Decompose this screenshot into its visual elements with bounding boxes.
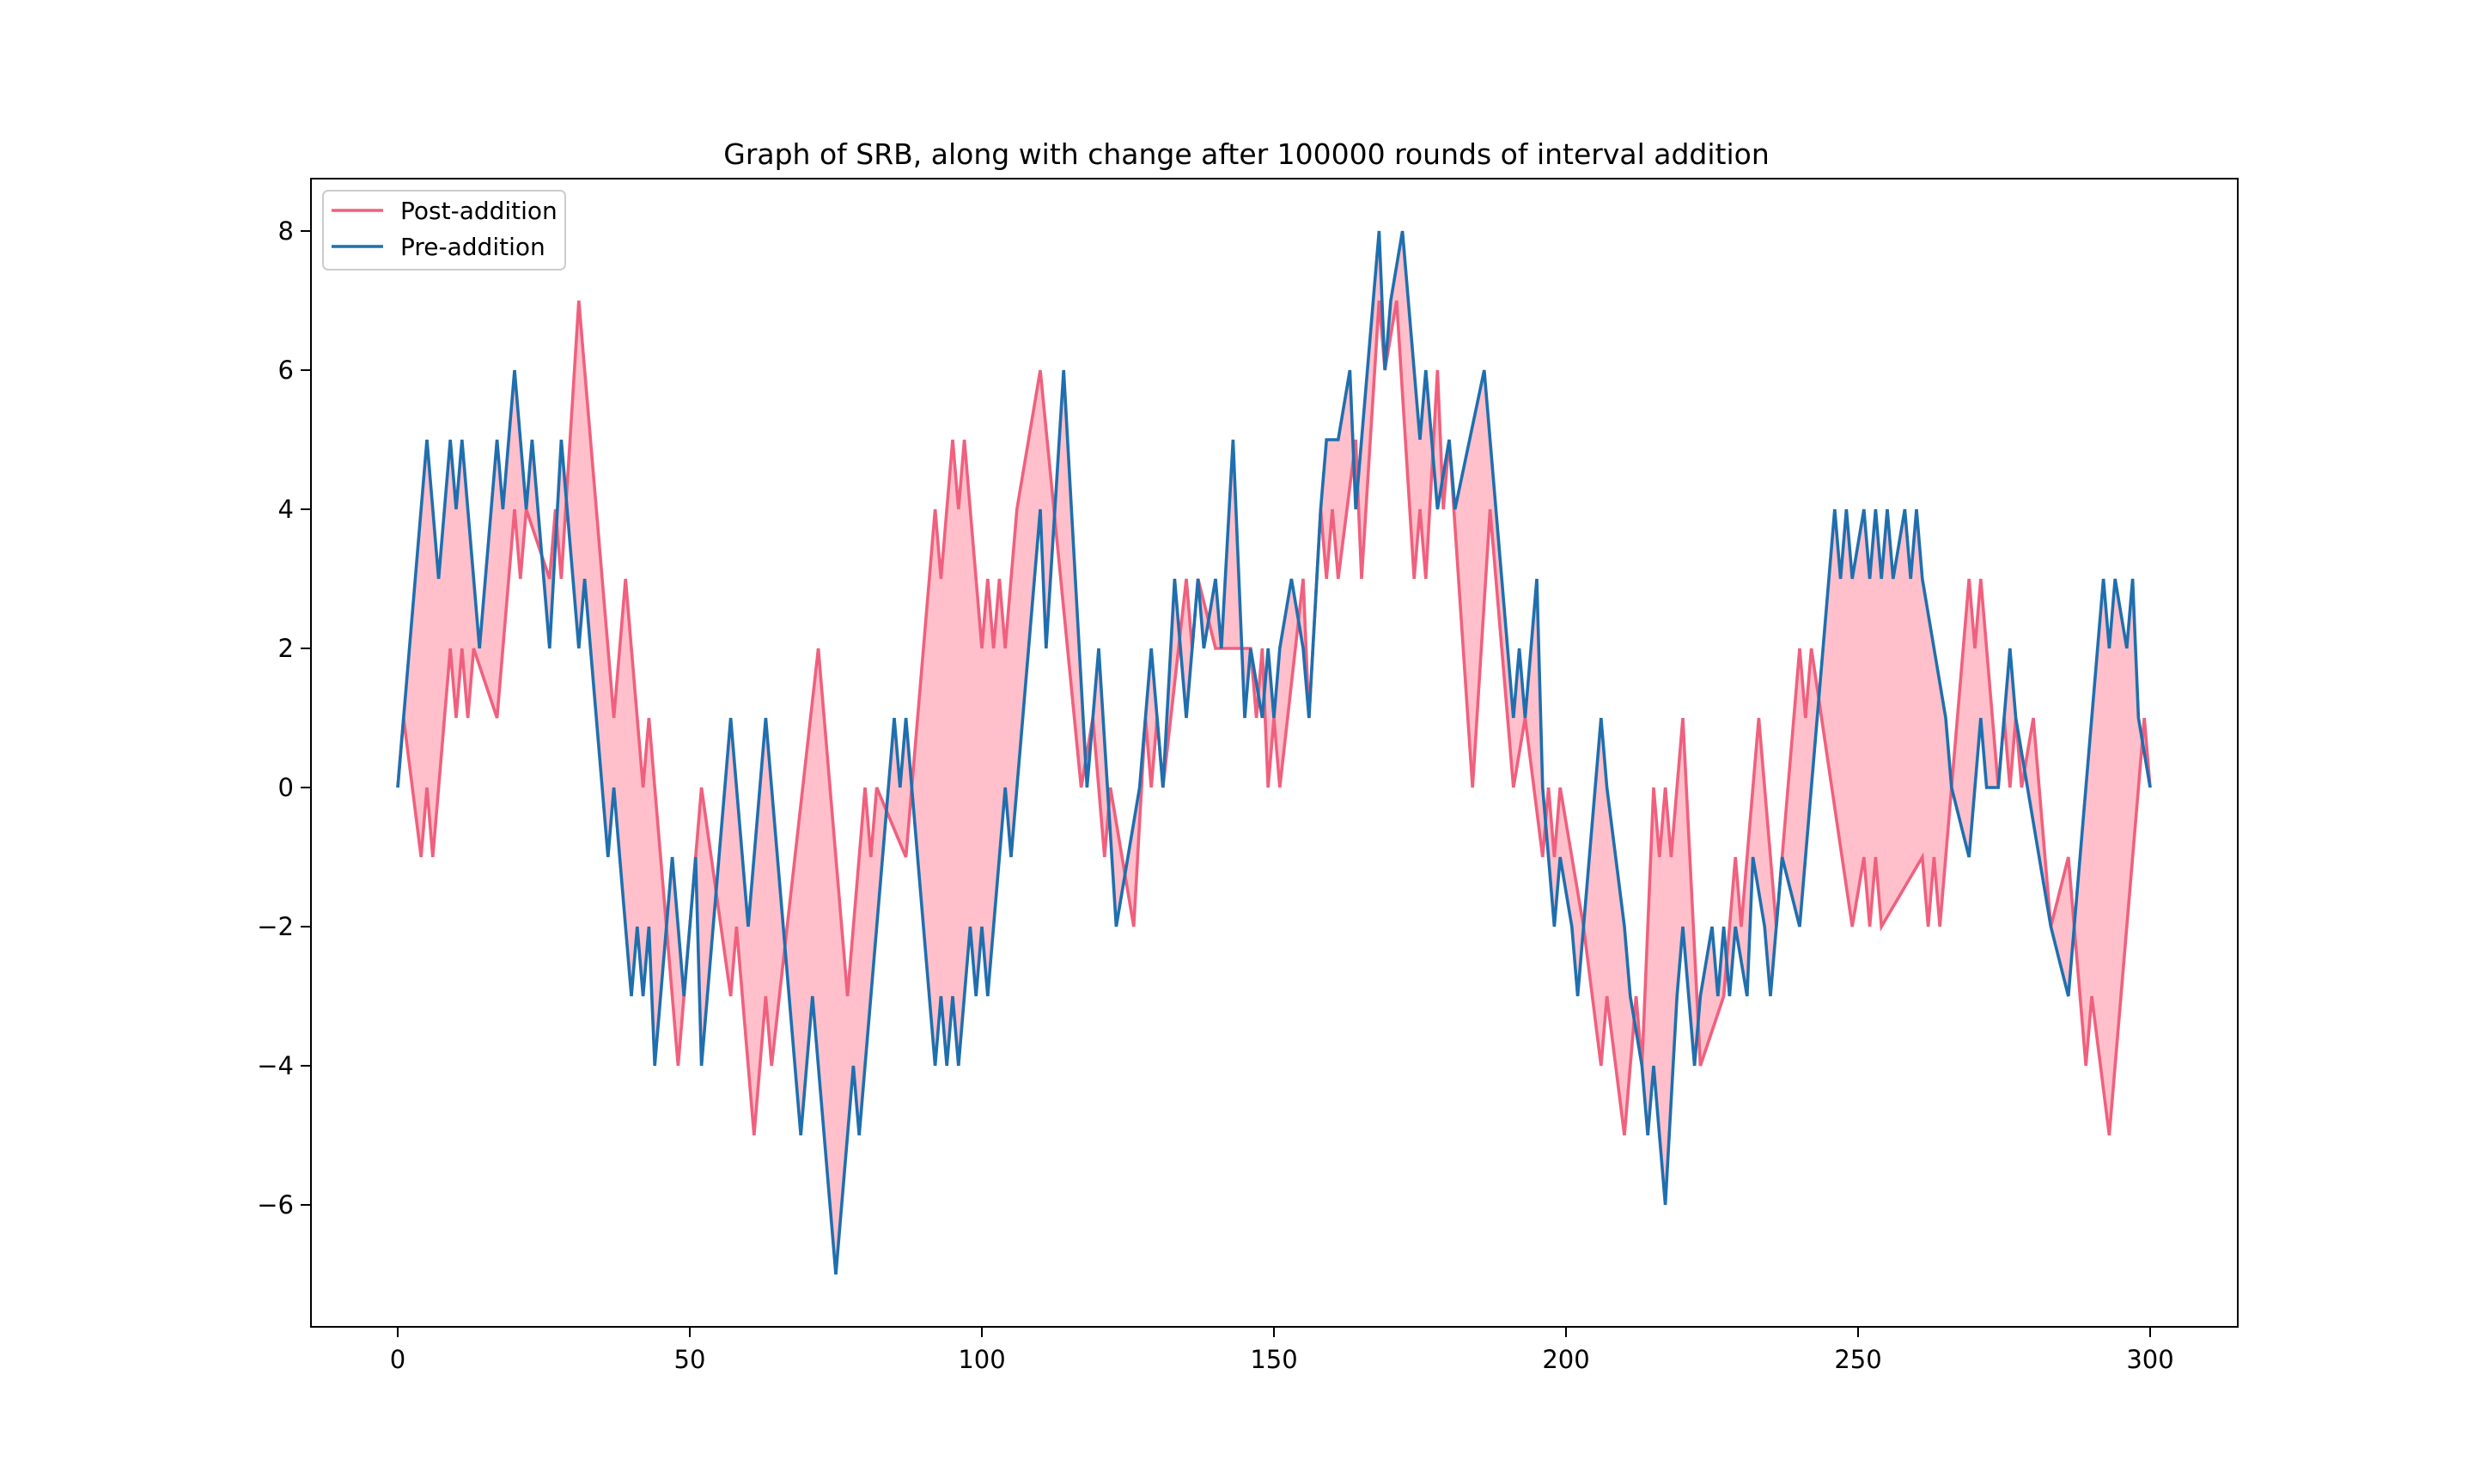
fill-between-area <box>398 231 2150 1274</box>
x-tick-label: 50 <box>674 1345 706 1374</box>
fill-between-polygon <box>398 231 2150 1274</box>
x-tick-label: 150 <box>1250 1345 1297 1374</box>
y-tick-label: 8 <box>278 216 294 246</box>
y-tick-label: −2 <box>257 912 294 941</box>
x-tick-label: 100 <box>958 1345 1005 1374</box>
series-lines <box>396 230 2152 1275</box>
y-tick-label: −4 <box>257 1051 294 1080</box>
y-tick-label: 2 <box>278 634 294 663</box>
series-line-pre-addition <box>396 230 2152 1275</box>
legend: Post-addition Pre-addition <box>322 190 566 271</box>
legend-label: Post-addition <box>400 197 558 225</box>
x-tick-label: 250 <box>1834 1345 1881 1374</box>
chart-title: Graph of SRB, along with change after 10… <box>723 137 1770 171</box>
y-tick-label: 6 <box>278 356 294 385</box>
y-tick-label: −6 <box>257 1190 294 1219</box>
y-tick-label: 4 <box>278 495 294 524</box>
legend-label: Pre-addition <box>400 233 545 261</box>
x-tick-label: 0 <box>390 1345 405 1374</box>
y-tick-label: 0 <box>278 773 294 802</box>
x-tick-label: 200 <box>1542 1345 1589 1374</box>
series-line-post-addition <box>396 300 2152 1136</box>
legend-box <box>322 190 566 271</box>
x-tick-label: 300 <box>2126 1345 2173 1374</box>
axes: 0 50 100 150 200 250 300 −6 −4 −2 0 2 4 6 8 <box>257 216 2173 1374</box>
